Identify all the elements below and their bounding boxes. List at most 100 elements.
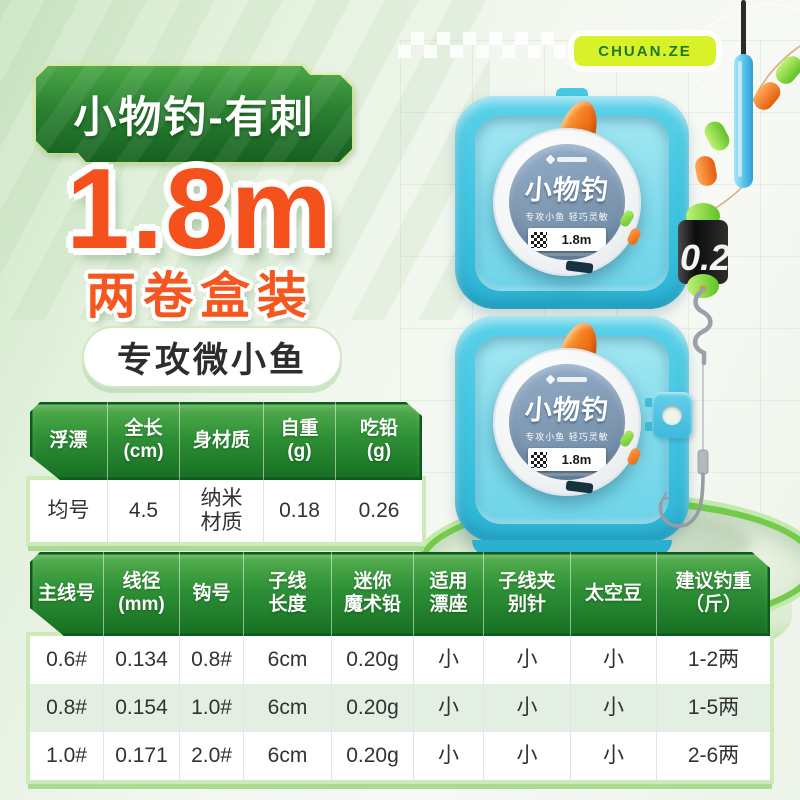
line-table-header: 主线号 线径 (mm) 钩号 子线 长度 迷你 魔术铅 适用 漂座 子线夹 别针 太空豆 建议钓…	[30, 552, 770, 636]
space-bean-green	[704, 121, 730, 151]
spool-subtitle: 专攻小鱼 轻巧灵敏	[525, 432, 609, 442]
title-banner-label: 小物钓-有刺	[73, 94, 315, 142]
table-cell: 均号	[30, 480, 108, 542]
table-cell: 0.6#	[30, 636, 104, 684]
table-cell: 0.18	[264, 480, 336, 542]
column-header: 太空豆	[571, 552, 657, 636]
column-header: 钩号	[180, 552, 244, 636]
table-cell: 小	[571, 732, 657, 780]
spool-length-tag: 1.8m	[528, 228, 606, 251]
spool-subtitle: 专攻小鱼 轻巧灵敏	[525, 212, 609, 222]
column-header: 主线号	[30, 552, 104, 636]
spool-length-tag: 1.8m	[528, 448, 606, 471]
table-cell: 0.171	[104, 732, 180, 780]
table-row: 1.0# 0.171 2.0# 6cm 0.20g 小小小 2-6两	[30, 732, 770, 780]
headline-length: 1.8m	[66, 146, 334, 273]
column-header: 身材质	[180, 402, 264, 480]
latch-tab-lower	[645, 422, 655, 431]
latch-hole	[662, 405, 682, 425]
column-header: 自重 (g)	[264, 402, 336, 480]
headline-pack: 两卷盒装	[86, 268, 314, 324]
spool-brand-logo-text	[557, 157, 587, 162]
spool-fine-print	[539, 473, 595, 476]
table-cell: 1-2两	[687, 647, 740, 671]
brand-badge-label: CHUAN.ZE	[598, 42, 692, 60]
column-header: 子线 长度	[244, 552, 332, 636]
table-cell: 6cm	[244, 684, 332, 732]
table-cell: 6cm	[244, 732, 332, 780]
space-bean-orange	[753, 82, 781, 110]
weight-body	[678, 220, 728, 284]
spool-length-label: 1.8m	[561, 232, 592, 247]
column-header: 线径 (mm)	[104, 552, 180, 636]
feature-pill: 专攻微小鱼	[82, 326, 342, 388]
float-table-header: 浮漂 全长 (cm) 身材质 自重 (g) 吃铅 (g)	[30, 402, 422, 480]
float-spec-table: 浮漂 全长 (cm) 身材质 自重 (g) 吃铅 (g) 均号 4.5 纳米 材质 0.18 0…	[30, 402, 422, 542]
table-cell: 1-5两	[687, 695, 740, 719]
qr-code	[531, 231, 547, 248]
qr-code	[531, 451, 547, 468]
table-cell: 纳米 材质	[180, 480, 264, 542]
table-cell: 小	[571, 636, 657, 684]
snap-clip-pin	[692, 287, 713, 366]
table-cell: 小	[414, 636, 484, 684]
space-bean-green	[775, 56, 800, 84]
table-cell: 0.154	[104, 684, 180, 732]
table-cell: 1.0#	[30, 732, 104, 780]
space-bean-orange	[695, 156, 717, 186]
spool-fine-print	[539, 253, 595, 256]
table-cell: 2.0#	[180, 732, 244, 780]
magic-lead-weight: 0.2	[678, 203, 730, 298]
table-row: 均号 4.5 纳米 材质 0.18 0.26	[30, 480, 422, 542]
line-table-body: 0.6# 0.134 0.8# 6cm 0.20g 小小小 1-2两 0.8# 0.154 1.0…	[30, 636, 770, 780]
column-header: 子线夹 别针	[484, 552, 571, 636]
table-cell: 1.0#	[180, 684, 244, 732]
column-header: 迷你 魔术铅	[332, 552, 414, 636]
table-cell: 小	[571, 684, 657, 732]
float-table-body: 均号 4.5 纳米 材质 0.18 0.26	[30, 480, 422, 542]
hook-barb	[660, 492, 670, 504]
feature-pill-label: 专攻微小鱼	[116, 340, 307, 380]
table-cell: 0.26	[358, 498, 400, 522]
hook-sleeve	[697, 449, 709, 475]
fish-hook	[658, 472, 705, 528]
column-header: 吃铅 (g)	[359, 418, 398, 462]
table-cell: 小	[484, 732, 571, 780]
spool-brand-logo-text	[557, 377, 587, 382]
title-banner: 小物钓-有刺	[36, 66, 352, 162]
table-cell: 0.20g	[332, 636, 414, 684]
latch-tab-upper	[645, 398, 655, 407]
table-cell: 6cm	[244, 636, 332, 684]
table-cell: 0.8#	[180, 636, 244, 684]
spool-brand-logo	[509, 154, 625, 165]
spool-length-label: 1.8m	[561, 452, 592, 467]
table-cell: 0.20g	[332, 732, 414, 780]
float-seat	[734, 54, 753, 188]
table-cell: 小	[414, 684, 484, 732]
table-cell: 2-6两	[687, 743, 740, 767]
table-row: 0.8# 0.154 1.0# 6cm 0.20g 小小小 1-5两	[30, 684, 770, 732]
table-cell: 0.134	[104, 636, 180, 684]
column-header: 浮漂	[30, 402, 108, 480]
spool-label: 小物钓 专攻小鱼 轻巧灵敏 1.8m	[509, 364, 625, 480]
table-row: 0.6# 0.134 0.8# 6cm 0.20g 小小小 1-2两	[30, 636, 770, 684]
brand-badge: CHUAN.ZE	[574, 36, 716, 66]
float-seat-highlight	[738, 61, 742, 177]
spool-label: 小物钓 专攻小鱼 轻巧灵敏 1.8m	[509, 144, 625, 260]
checker-decoration	[398, 32, 566, 58]
weight-size-label: 0.2	[680, 237, 730, 278]
table-cell: 0.20g	[332, 684, 414, 732]
line-spool-bottom: 小物钓 专攻小鱼 轻巧灵敏 1.8m	[493, 348, 641, 496]
table-cell: 小	[414, 732, 484, 780]
line-spool-top: 小物钓 专攻小鱼 轻巧灵敏 1.8m	[493, 128, 641, 276]
table-cell: 小	[484, 684, 571, 732]
table-cell: 4.5	[108, 480, 180, 542]
line-spec-table: 主线号 线径 (mm) 钩号 子线 长度 迷你 魔术铅 适用 漂座 子线夹 别针 太空豆 建议钓…	[30, 552, 770, 780]
box-latch	[652, 392, 692, 438]
table-cell: 小	[484, 636, 571, 684]
column-header: 适用 漂座	[414, 552, 484, 636]
spool-brand-logo	[509, 374, 625, 385]
column-header: 全长 (cm)	[108, 402, 180, 480]
title-banner-plate: 小物钓-有刺	[36, 66, 352, 162]
